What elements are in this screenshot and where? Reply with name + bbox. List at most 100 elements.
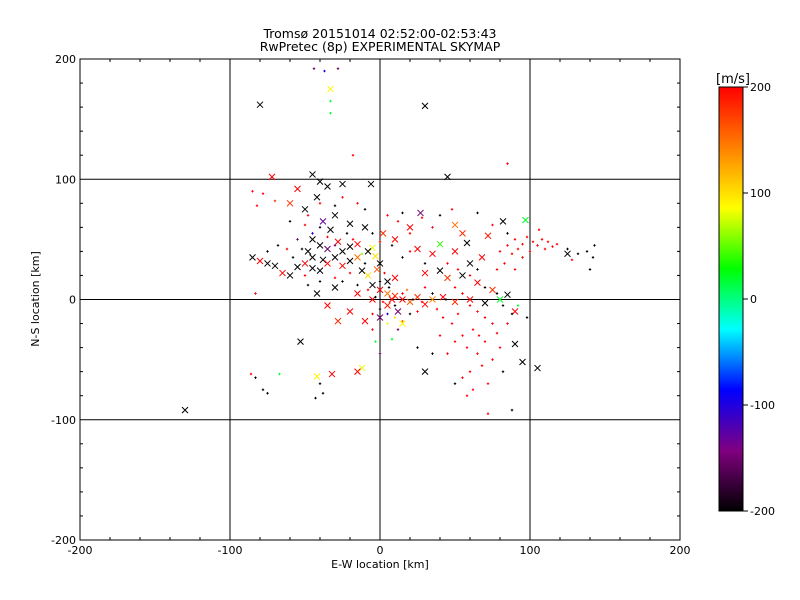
- cross-marker: [324, 245, 331, 253]
- y-axis-label: N-S location [km]: [29, 251, 42, 347]
- plus-marker: [296, 238, 299, 241]
- x-tick-label: 100: [520, 544, 541, 557]
- cross-marker: [564, 250, 571, 258]
- plus-marker: [456, 312, 460, 316]
- cross-marker: [361, 223, 369, 231]
- plus-marker: [525, 316, 529, 319]
- plus-marker: [366, 288, 370, 292]
- plus-marker: [480, 364, 484, 367]
- plus-marker: [450, 322, 454, 325]
- plus-marker: [261, 388, 265, 391]
- cross-marker: [331, 254, 339, 261]
- plus-marker: [405, 288, 409, 292]
- plus-marker: [336, 67, 340, 70]
- plus-marker: [516, 247, 520, 251]
- plus-marker: [495, 292, 499, 295]
- plus-marker: [396, 328, 400, 331]
- cross-marker: [499, 217, 507, 225]
- plus-marker: [483, 316, 487, 319]
- plus-marker: [476, 268, 479, 271]
- cross-marker: [436, 240, 444, 248]
- cross-marker: [297, 338, 304, 345]
- cross-marker: [339, 180, 346, 188]
- x-tick-label: -200: [68, 544, 93, 557]
- x-tick-label: 0: [377, 544, 384, 557]
- plus-marker: [318, 202, 322, 205]
- plus-marker: [341, 280, 344, 283]
- cross-marker: [301, 205, 309, 213]
- plus-marker: [266, 250, 269, 253]
- plus-marker: [396, 220, 400, 223]
- plus-marker: [503, 262, 506, 265]
- plus-marker: [521, 242, 524, 246]
- cross-marker: [394, 308, 402, 315]
- plus-marker: [431, 226, 434, 229]
- colorbar-tick-label: -200: [750, 505, 775, 518]
- cross-marker: [484, 232, 492, 240]
- plus-marker: [333, 276, 337, 280]
- plus-marker: [411, 298, 415, 301]
- cross-marker: [451, 221, 459, 229]
- cross-marker: [376, 260, 384, 267]
- colorbar-gradient: [718, 86, 744, 512]
- plus-marker: [588, 268, 592, 271]
- plus-marker: [456, 268, 460, 271]
- plus-marker: [501, 370, 505, 373]
- plus-marker: [356, 202, 359, 205]
- colorbar-label: [m/s]: [716, 72, 750, 87]
- cross-marker: [327, 226, 334, 234]
- plus-marker: [288, 220, 292, 223]
- plus-marker: [510, 408, 514, 412]
- cross-marker: [346, 308, 354, 315]
- plus-marker: [255, 204, 259, 207]
- plus-marker: [537, 228, 541, 231]
- cross-marker: [504, 291, 511, 299]
- cross-marker: [256, 101, 264, 109]
- plus-marker: [461, 292, 464, 295]
- plus-marker: [476, 352, 479, 355]
- plus-marker: [341, 196, 344, 199]
- plus-marker: [516, 304, 520, 307]
- plus-marker: [408, 250, 412, 253]
- plus-marker: [383, 271, 386, 275]
- cross-marker: [354, 290, 361, 297]
- plus-marker: [318, 226, 322, 229]
- plus-marker: [446, 352, 449, 355]
- cross-marker: [316, 178, 324, 186]
- cross-marker: [271, 262, 279, 270]
- plus-marker: [465, 394, 469, 397]
- plus-marker: [318, 382, 322, 385]
- cross-marker: [309, 264, 316, 272]
- plus-marker: [453, 340, 457, 343]
- cross-marker: [463, 239, 471, 247]
- cross-marker: [478, 254, 486, 261]
- cross-marker: [354, 368, 361, 376]
- cross-marker: [361, 317, 369, 325]
- plus-marker: [416, 346, 419, 349]
- x-tick-label: -100: [218, 544, 243, 557]
- cross-marker: [346, 220, 354, 228]
- x-axis-label: E-W location [km]: [331, 558, 429, 571]
- plus-marker: [431, 292, 434, 295]
- plus-marker: [471, 388, 475, 391]
- cross-marker: [324, 183, 331, 190]
- cross-marker: [286, 272, 294, 279]
- cross-marker: [379, 230, 387, 237]
- plus-marker: [386, 322, 389, 325]
- cross-marker: [372, 252, 379, 260]
- colorbar-ticks: 200 100 0 -100 -200: [743, 81, 775, 518]
- cross-marker: [249, 254, 256, 261]
- plus-marker: [318, 280, 322, 283]
- colorbar: [m/s] 200 100 0 -100 -200: [716, 72, 775, 518]
- cross-marker: [181, 406, 189, 414]
- cross-marker: [286, 199, 294, 207]
- cross-marker: [534, 364, 541, 372]
- cross-marker: [264, 260, 271, 267]
- y-tick-label: -100: [51, 414, 76, 427]
- plus-marker: [486, 412, 490, 415]
- plus-marker: [371, 312, 374, 316]
- cross-marker: [316, 267, 324, 274]
- plus-marker: [468, 274, 472, 277]
- plus-marker: [261, 192, 265, 195]
- plus-marker: [461, 334, 464, 337]
